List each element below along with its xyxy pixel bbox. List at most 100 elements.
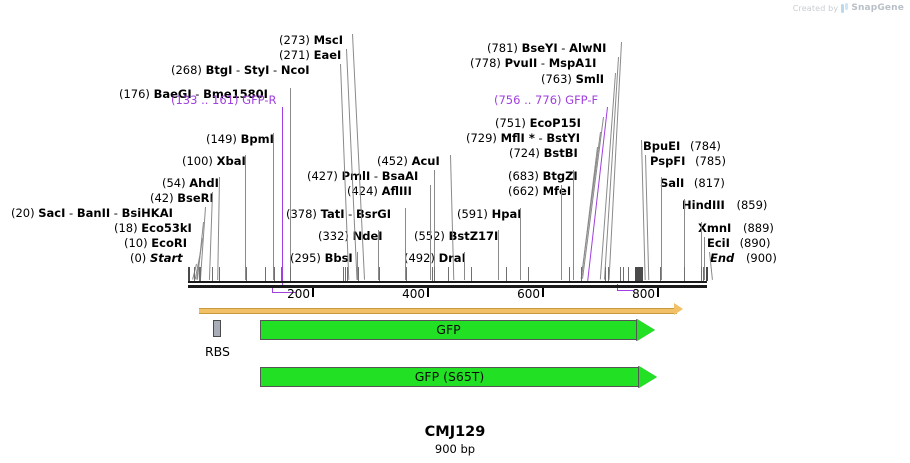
cut-tick	[358, 267, 359, 281]
watermark-brand: SnapGene	[851, 3, 904, 13]
site-label-591-HpaI[interactable]: (591) HpaI	[457, 208, 522, 221]
site-label-784-BpuEI[interactable]: BpuEI (784)	[643, 140, 721, 153]
site-label-817-SalI[interactable]: SalI (817)	[660, 177, 725, 190]
site-label-424-AflIII[interactable]: (424) AflIII	[347, 185, 412, 198]
enzyme-name: XbaI	[216, 154, 246, 168]
enzyme-name: BanII	[76, 206, 111, 220]
site-position: (332)	[318, 229, 349, 243]
site-position: (427)	[307, 169, 338, 183]
site-position: (0)	[130, 251, 147, 265]
site-label-100-XbaI[interactable]: (100) XbaI	[182, 155, 246, 168]
site-label-10-EcoRI[interactable]: (10) EcoRI	[124, 237, 187, 250]
site-position: (591)	[457, 207, 488, 221]
enzyme-name: NdeI	[352, 229, 383, 243]
enzyme-name: SalI	[660, 176, 685, 190]
enzyme-name: Bme1580I	[203, 87, 268, 101]
primer-label-GFP-R[interactable]: (133 .. 161) GFP-R	[171, 94, 277, 107]
enzyme-name: EcoP15I	[529, 116, 581, 130]
site-label-751-EcoP15I[interactable]: (751) EcoP15I	[495, 117, 581, 130]
site-label-378-TatI-BsrGI[interactable]: (378) TatI - BsrGI	[286, 207, 391, 221]
cut-tick	[347, 267, 348, 281]
site-label-729-MflI-BstYI[interactable]: (729) MflI * - BstYI	[466, 131, 581, 145]
leader-line-primer-gfp-r	[282, 107, 283, 288]
enzyme-name: BstBI	[543, 146, 578, 160]
site-label-42-BseRI[interactable]: (42) BseRI	[150, 192, 214, 205]
site-label-763-SmlI[interactable]: (763) SmlI	[541, 73, 604, 86]
site-label-778-PvuII-MspA1I[interactable]: (778) PvuII - MspA1I	[470, 56, 597, 70]
site-position: (100)	[182, 154, 213, 168]
site-position: (724)	[509, 146, 540, 160]
site-label-20-SacI-BanII-BsiHKAI[interactable]: (20) SacI - BanII - BsiHKAI	[11, 206, 173, 220]
sequence-backbone-line-2	[188, 285, 707, 288]
leader-line	[357, 252, 358, 280]
primer-range: (133 .. 161)	[171, 93, 239, 107]
site-label-18-Eco53kI[interactable]: (18) Eco53kI	[114, 222, 192, 235]
ruler-tick-800	[657, 288, 659, 297]
site-label-781-BseYI-AlwNI[interactable]: (781) BseYI - AlwNI	[487, 41, 607, 55]
site-position: (273)	[279, 33, 310, 47]
enzyme-name: XmnI	[698, 221, 732, 235]
cut-tick	[343, 267, 344, 281]
site-label-0-Start[interactable]: (0) Start	[130, 252, 183, 265]
site-label-452-AcuI[interactable]: (452) AcuI	[377, 155, 440, 168]
site-label-900-End[interactable]: End (900)	[710, 252, 777, 265]
ruler-tick-200	[312, 288, 314, 297]
site-label-890-EciI[interactable]: EciI (890)	[707, 237, 771, 250]
site-label-724-BstBI[interactable]: (724) BstBI	[509, 147, 578, 160]
site-position: (781)	[487, 41, 518, 55]
leader-line	[245, 155, 246, 280]
feature-gfp-s65t-label: GFP (S65T)	[414, 369, 485, 384]
site-label-889-XmnI[interactable]: XmnI (889)	[698, 222, 774, 235]
site-position: (729)	[466, 131, 497, 145]
cut-tick	[274, 267, 275, 281]
cut-tick	[641, 267, 643, 281]
enzyme-name: EcoRI	[151, 236, 187, 250]
leader-line	[378, 230, 379, 280]
site-label-492-DraI[interactable]: (492) DraI	[404, 252, 466, 265]
feature-gfp-arrowhead-icon	[637, 319, 655, 341]
cut-tick	[660, 267, 661, 281]
feature-rbs[interactable]	[213, 320, 221, 337]
cut-tick	[701, 267, 702, 281]
site-label-149-BpmI[interactable]: (149) BpmI	[206, 133, 274, 146]
site-position: (149)	[206, 132, 237, 146]
site-label-859-HindIII[interactable]: HindIII (859)	[682, 199, 767, 212]
site-position: (271)	[279, 48, 310, 62]
page-subtitle: 900 bp	[434, 442, 476, 456]
cut-tick	[246, 267, 247, 281]
site-label-683-BtgZI[interactable]: (683) BtgZI	[508, 170, 578, 183]
cut-tick	[684, 267, 685, 281]
site-position: (763)	[541, 72, 572, 86]
enzyme-name: SacI	[38, 206, 66, 220]
cut-tick-primer	[265, 267, 266, 281]
enzyme-name: StyI	[243, 63, 270, 77]
cut-tick	[581, 267, 582, 281]
cut-tick	[212, 267, 213, 281]
site-label-268-BtgI-StyI-NcoI[interactable]: (268) BtgI - StyI - NcoI	[171, 63, 310, 77]
site-position: (492)	[404, 251, 435, 265]
primer-bracket-gfp-f	[617, 290, 633, 291]
site-label-785-PspFI[interactable]: PspFI (785)	[650, 155, 726, 168]
site-label-54-AhdI[interactable]: (54) AhdI	[162, 177, 219, 190]
site-label-271-EaeI[interactable]: (271) EaeI	[279, 49, 341, 62]
site-label-552-BstZ17I[interactable]: (552) BstZ17I	[414, 230, 498, 243]
site-label-176-BaeGI-Bme1580I[interactable]: (176) BaeGI - Bme1580I	[119, 87, 268, 101]
site-label-427-PmlI-BsaAI[interactable]: (427) PmlI - BsaAI	[307, 169, 419, 183]
site-position: (176)	[119, 87, 150, 101]
leader-line	[464, 252, 465, 280]
site-label-332-NdeI[interactable]: (332) NdeI	[318, 230, 383, 243]
site-position: (452)	[377, 154, 408, 168]
site-label-662-MfeI[interactable]: (662) MfeI	[508, 185, 571, 198]
cut-tick	[506, 267, 507, 281]
feature-gfp-s65t[interactable]: GFP (S65T)	[260, 366, 657, 388]
site-label-295-BbsI[interactable]: (295) BbsI	[290, 252, 353, 265]
site-position: (683)	[508, 169, 539, 183]
cut-tick	[703, 267, 704, 281]
enzyme-name: MscI	[313, 33, 343, 47]
primer-label-GFP-F[interactable]: (756 .. 776) GFP-F	[494, 94, 598, 107]
feature-gfp[interactable]: GFP	[260, 319, 655, 341]
site-position: (900)	[745, 251, 777, 265]
site-label-273-MscI[interactable]: (273) MscI	[279, 34, 343, 47]
enzyme-name: EaeI	[313, 48, 342, 62]
site-position: (268)	[171, 63, 202, 77]
